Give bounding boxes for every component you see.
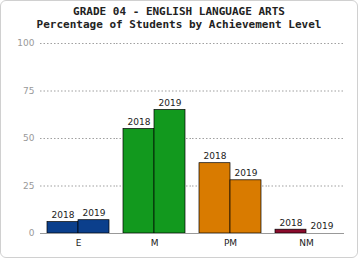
svg-text:NM: NM: [299, 238, 314, 248]
svg-text:2019: 2019: [159, 98, 182, 108]
svg-text:2019: 2019: [311, 221, 334, 231]
svg-text:2018: 2018: [128, 117, 151, 127]
html-text:Percentage of Students by Achi: Percentage of Students by Achievement Le…: [36, 18, 322, 31]
svg-text:75: 75: [23, 86, 34, 96]
svg-text:25: 25: [23, 181, 34, 191]
svg-text:2018: 2018: [52, 210, 75, 220]
svg-text:2018: 2018: [280, 218, 303, 228]
svg-text:50: 50: [23, 133, 35, 143]
svg-text:100: 100: [17, 38, 34, 48]
svg-text:2019: 2019: [83, 208, 106, 218]
svg-text:2018: 2018: [204, 151, 227, 161]
svg-text:PM: PM: [224, 238, 237, 248]
html-text:GRADE 04 - ENGLISH LANGUAGE AR: GRADE 04 - ENGLISH LANGUAGE ARTS: [73, 5, 285, 18]
svg-text:E: E: [76, 238, 82, 248]
svg-text:0: 0: [29, 228, 35, 238]
svg-text:2019: 2019: [235, 168, 258, 178]
svg-text:M: M: [151, 238, 159, 248]
